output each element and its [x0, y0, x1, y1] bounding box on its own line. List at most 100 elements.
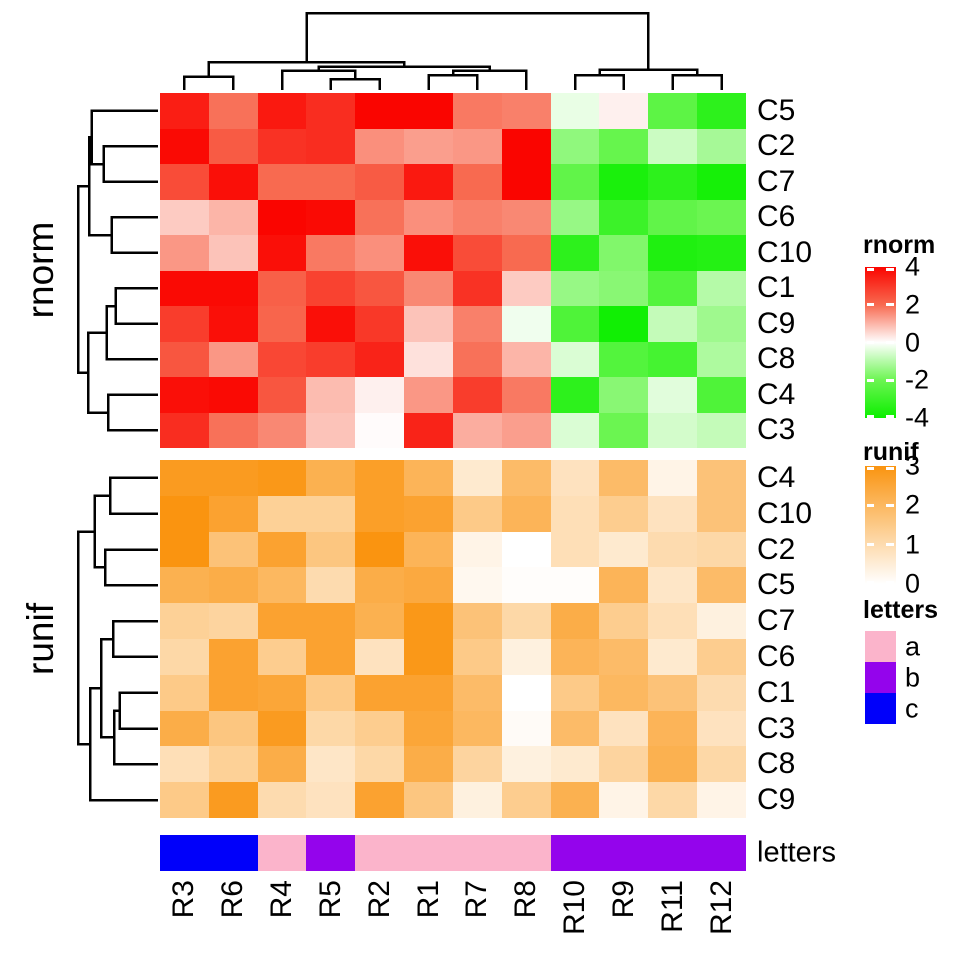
legend-tick-label: 2 [905, 489, 921, 520]
legend-item-label: a [905, 631, 921, 661]
heatmap-cell [404, 93, 453, 129]
heatmap-cell [160, 567, 209, 604]
heatmap-cell [257, 495, 307, 532]
legend-tick-mark [867, 303, 874, 307]
heatmap-cell [160, 460, 209, 496]
heatmap-cell [160, 638, 209, 675]
heatmap-cell [306, 460, 356, 496]
legend-tick-mark [867, 580, 874, 584]
heatmap-cell [160, 412, 209, 448]
heatmap-cell [501, 567, 551, 604]
heatmap-cell [550, 199, 600, 235]
heatmap-cell [452, 377, 502, 413]
heatmap-cell [404, 235, 453, 271]
heatmap-cell [648, 746, 698, 783]
heatmap-cell [648, 638, 698, 675]
heatmap-cell [306, 638, 356, 675]
heatmap-cell [452, 128, 502, 164]
row-label: C8 [757, 747, 796, 781]
heatmap-cell [404, 531, 453, 568]
heatmap-cell [208, 341, 258, 377]
heatmap-cell [599, 531, 649, 568]
heatmap-cell [208, 460, 258, 496]
annotation-cell [501, 835, 551, 871]
heatmap-cell [160, 495, 209, 532]
heatmap-cell [697, 199, 746, 235]
heatmap-cell [697, 341, 746, 377]
heatmap-cell [501, 128, 551, 164]
heatmap-cell [599, 128, 649, 164]
heatmap-cell [599, 638, 649, 675]
letters-annotation-bar [160, 835, 746, 871]
legend-tick-label: 3 [905, 450, 921, 481]
heatmap-cell [452, 341, 502, 377]
heatmap-cell [599, 746, 649, 783]
row-label: C9 [757, 306, 796, 340]
heatmap-cell [160, 341, 209, 377]
heatmap-cell [306, 377, 356, 413]
heatmap-cell [257, 460, 307, 496]
row-label: C6 [757, 639, 796, 673]
row-label: C6 [757, 200, 796, 234]
heatmap-cell [501, 531, 551, 568]
heatmap-cell [599, 341, 649, 377]
legend-rnorm-title: rnorm [863, 231, 936, 259]
heatmap-cell [160, 674, 209, 711]
heatmap-cell [697, 164, 746, 200]
heatmap-cell [501, 603, 551, 639]
heatmap-cell [355, 412, 405, 448]
heatmap-cell [501, 710, 551, 747]
heatmap-cell [648, 377, 698, 413]
heatmap-cell [599, 306, 649, 342]
heatmap-cell [257, 710, 307, 747]
heatmap-cell [257, 638, 307, 675]
heatmap-cell [355, 460, 405, 496]
heatmap-cell [452, 531, 502, 568]
legend-tick-mark [886, 341, 894, 344]
heatmap-cell [550, 270, 600, 306]
heatmap-cell [404, 341, 453, 377]
heatmap-cell [306, 710, 356, 747]
column-label: R10 [558, 880, 592, 936]
heatmap-cell [648, 93, 698, 129]
heatmap-cell [599, 674, 649, 711]
heatmap-cell [648, 495, 698, 532]
legend-tick-mark [867, 466, 874, 470]
heatmap-cell [697, 460, 746, 496]
heatmap-cell [404, 128, 453, 164]
heatmap-cell [404, 710, 453, 747]
column-label: R9 [606, 880, 640, 919]
heatmap-cell [452, 412, 502, 448]
heatmap-cell [697, 128, 746, 164]
heatmap-cell [550, 674, 600, 711]
heatmap-cell [697, 495, 746, 532]
heatmap-cell [306, 782, 356, 818]
heatmap-cell [160, 710, 209, 747]
heatmap-cell [355, 341, 405, 377]
heatmap-cell [160, 128, 209, 164]
legend-letters-title: letters [863, 596, 939, 624]
heatmap-cell [501, 674, 551, 711]
heatmap-cell [160, 93, 209, 129]
heatmap-cell [697, 270, 746, 306]
legend-rnorm: rnorm 4 2 0 -2 -4 [863, 230, 960, 440]
heatmap-cell [501, 377, 551, 413]
row-label: C1 [757, 271, 796, 305]
heatmap-cell [404, 782, 453, 818]
rnorm-heatmap [160, 93, 746, 448]
heatmap-cell [599, 199, 649, 235]
heatmap-cell [697, 710, 746, 747]
runif-heatmap-title: runif [20, 603, 61, 675]
heatmap-cell [404, 270, 453, 306]
heatmap-cell [697, 412, 746, 448]
heatmap-cell [208, 495, 258, 532]
heatmap-cell [599, 710, 649, 747]
heatmap-cell [648, 782, 698, 818]
heatmap-cell [599, 93, 649, 129]
column-label: R7 [460, 880, 494, 919]
heatmap-cell [697, 782, 746, 818]
heatmap-cell [697, 235, 746, 271]
heatmap-cell [404, 603, 453, 639]
heatmap-cell [355, 674, 405, 711]
